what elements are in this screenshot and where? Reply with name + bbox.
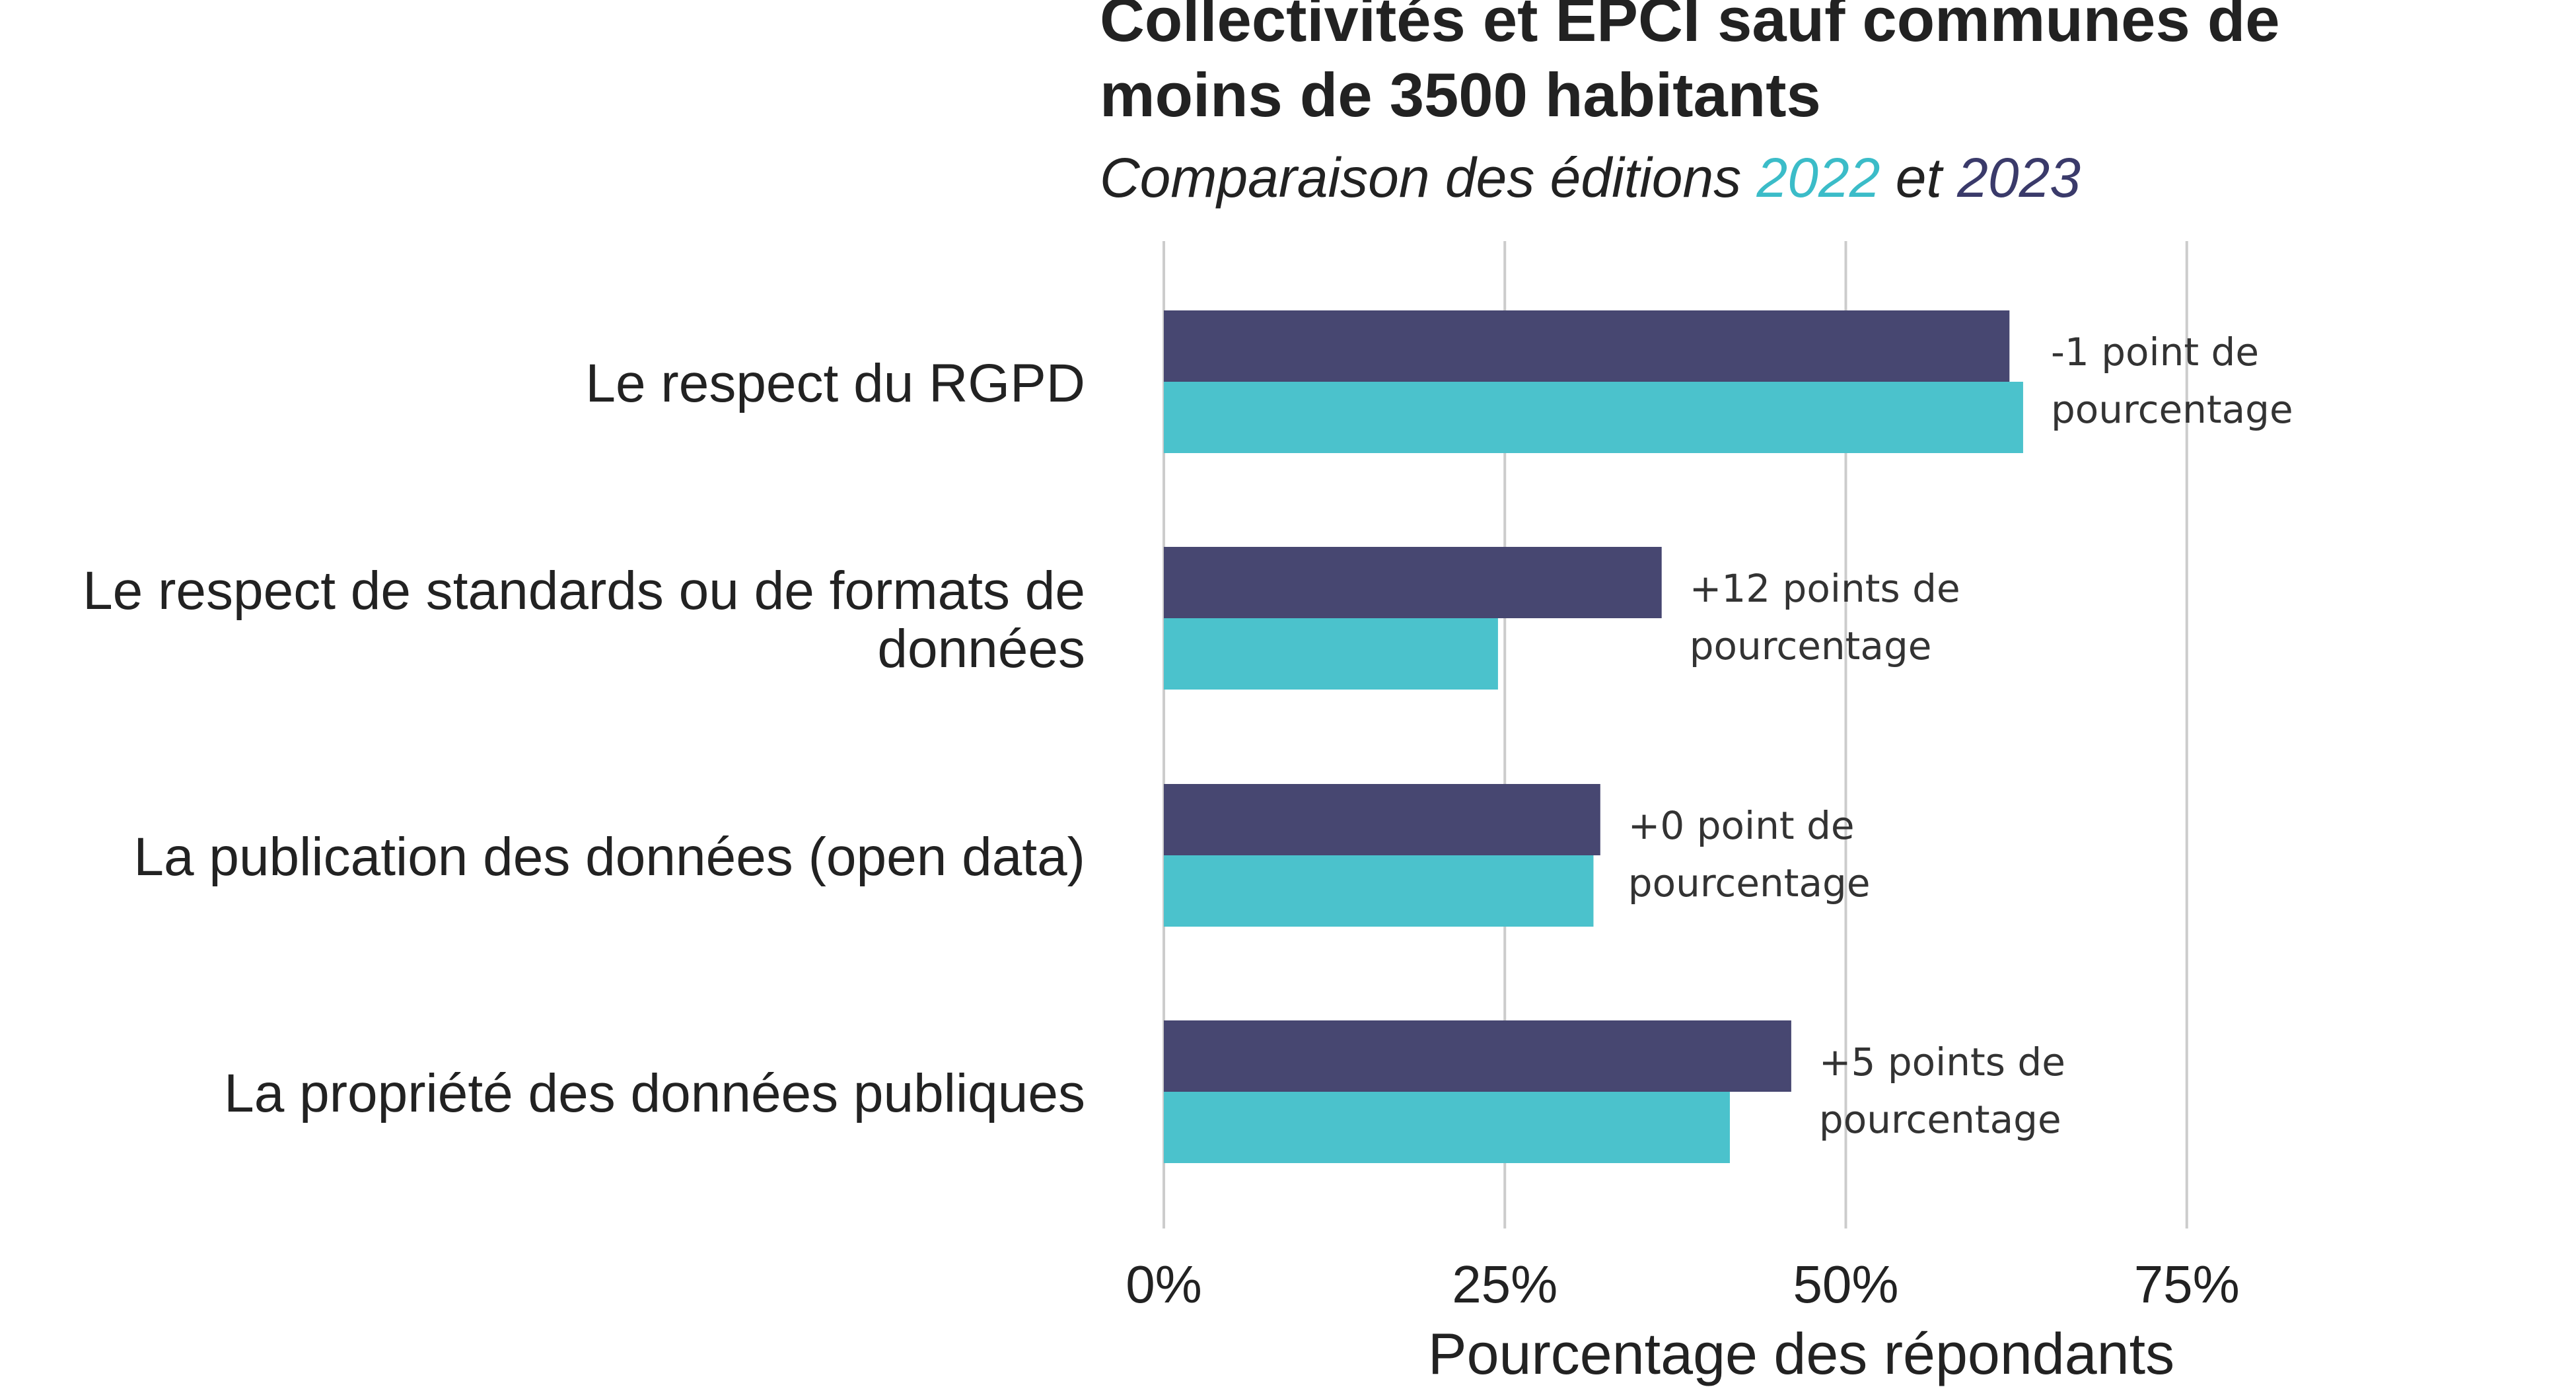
difference-annotation: +12 points de [1690,566,1960,611]
labels: 0% 25% 50% 75% Le respect du RGPD -1 point de… [83,330,2293,1314]
x-tick-label: 0% [1126,1255,1202,1314]
x-tick-label: 75% [2134,1255,2240,1314]
chart-subtitle: Comparaison des éditions 2022 et 2023 [1100,147,2081,209]
bar-2023-2 [1164,784,1600,855]
bar-2023-1 [1164,547,1662,618]
bars [1164,310,2023,1163]
chart-title-line-1: Collectivités et EPCI sauf communes de [1100,0,2280,54]
category-label: La publication des données (open data) [133,827,1085,887]
difference-annotation: pourcentage [2051,387,2293,432]
bar-2022-3 [1164,1092,1730,1163]
category-label: Le respect de standards ou de formats de [83,561,1085,621]
category-label: La propriété des données publiques [224,1063,1085,1123]
subtitle-year-2022: 2022 [1756,147,1880,209]
difference-annotation: pourcentage [1819,1097,2061,1142]
difference-annotation: pourcentage [1628,861,1871,906]
x-tick-label: 50% [1793,1255,1898,1314]
difference-annotation: +0 point de [1628,803,1855,848]
bar-2022-0 [1164,382,2023,453]
x-tick-label: 25% [1452,1255,1557,1314]
difference-annotation: +5 points de [1819,1040,2065,1085]
subtitle-joiner: et [1880,147,1957,209]
bar-2022-2 [1164,855,1594,927]
bar-2022-1 [1164,618,1498,690]
subtitle-prefix: Comparaison des éditions [1100,147,1757,209]
x-axis-title: Pourcentage des répondants [1428,1321,2174,1386]
category-label: Le respect du RGPD [585,353,1085,413]
bar-2023-3 [1164,1020,1791,1092]
difference-annotation: pourcentage [1690,623,1932,668]
chart-title-line-2: moins de 3500 habitants [1100,60,1821,129]
difference-annotation: -1 point de [2051,330,2259,374]
bar-2023-0 [1164,310,2010,382]
subtitle-year-2023: 2023 [1956,147,2081,209]
category-label: données [877,619,1085,679]
